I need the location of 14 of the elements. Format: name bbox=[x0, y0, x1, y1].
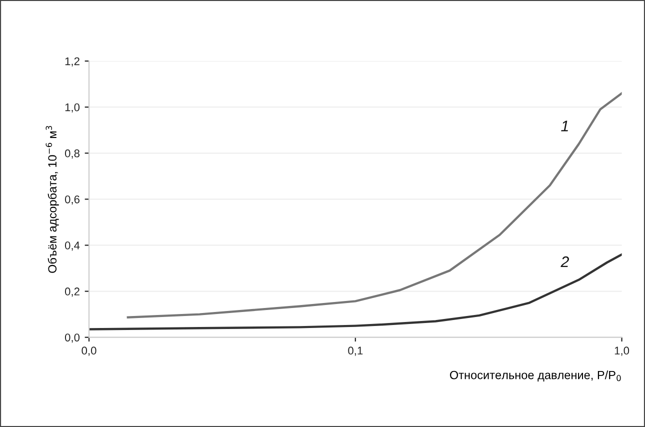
series-label: 2 bbox=[560, 256, 569, 268]
x-tick-label: 0,1 bbox=[348, 346, 363, 356]
y-tick-label: 0,8 bbox=[64, 149, 80, 159]
x-tick-label: 0,0 bbox=[82, 346, 96, 356]
x-axis-title: Относительное давление, P/P$_{0}$ bbox=[450, 370, 621, 382]
y-tick-label: 0,4 bbox=[64, 242, 80, 251]
series-label: 1 bbox=[561, 120, 568, 132]
y-tick-label: 0,0 bbox=[64, 334, 80, 343]
y-tick-label: 0,6 bbox=[64, 195, 80, 205]
y-tick-label: 0,2 bbox=[64, 288, 80, 297]
y-tick-label: 1,0 bbox=[65, 103, 80, 113]
y-tick-label: 1,2 bbox=[65, 57, 80, 67]
y-axis-title: Объём адсорбата, 10$^{−6}$ м$^{3}$ bbox=[46, 126, 59, 273]
x-tick-label: 1,0 bbox=[614, 346, 630, 356]
